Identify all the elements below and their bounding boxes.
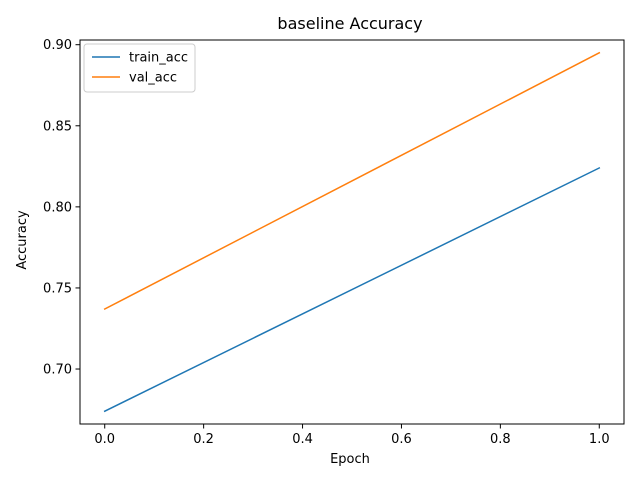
y-axis-label: Accuracy [15, 210, 30, 270]
y-tick-label: 0.90 [43, 38, 72, 53]
legend-label-train_acc: train_acc [129, 51, 188, 66]
series-line-val_acc [103, 51, 601, 311]
chart-title: baseline Accuracy [277, 14, 422, 33]
x-axis-label: Epoch [330, 452, 370, 467]
axes-frame [79, 39, 625, 425]
x-tick-label: 1.0 [589, 432, 610, 447]
y-tick-label: 0.80 [43, 200, 72, 215]
legend-box [83, 43, 196, 93]
x-tick-label: 0.0 [94, 432, 115, 447]
x-tick-label: 0.8 [490, 432, 511, 447]
x-tick-label: 0.4 [292, 432, 313, 447]
x-tick-label: 0.6 [391, 432, 412, 447]
series-line-train_acc [103, 166, 601, 413]
plot-area: 0.0 0.2 0.4 0.6 0.8 1.0 0.70 0.75 0.80 0.85 0.90 tr… [43, 38, 625, 447]
y-tick-label: 0.85 [43, 119, 72, 134]
x-tick-label: 0.2 [193, 432, 214, 447]
y-tick-label: 0.75 [43, 281, 72, 296]
y-tick-label: 0.70 [43, 363, 72, 378]
legend-label-val_acc: val_acc [129, 71, 177, 86]
